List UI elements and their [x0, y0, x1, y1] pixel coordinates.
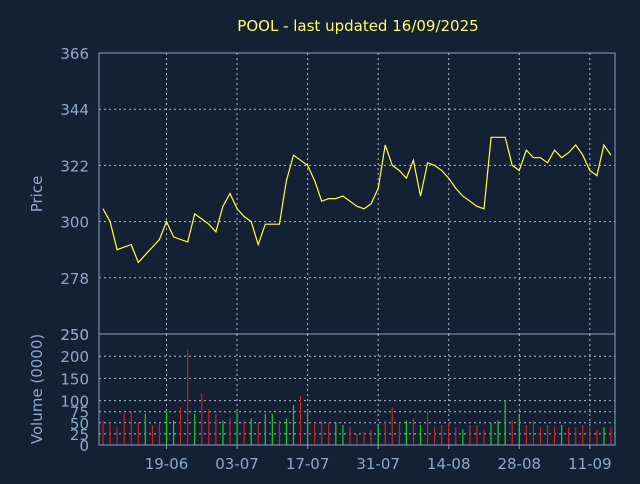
volume-tick-label-6: 200 [60, 348, 89, 366]
x-tick-label-6: 11-09 [568, 455, 612, 473]
volume-tick-label-4: 100 [60, 393, 89, 411]
volume-tick-label-1: 25 [70, 426, 89, 444]
chart-title: POOL - last updated 16/09/2025 [237, 17, 478, 35]
price-tick-label-4: 344 [60, 101, 89, 119]
volume-tick-label-2: 50 [70, 415, 89, 433]
price-tick-label-1: 278 [60, 270, 89, 288]
volume-tick-label-7: 250 [60, 326, 89, 344]
price-panel-frame [98, 52, 616, 335]
x-tick-label-3: 31-07 [356, 455, 400, 473]
price-tick-label-2: 300 [60, 214, 89, 232]
volume-tick-label-5: 150 [60, 370, 89, 388]
volume-tick-label-0: 0 [79, 437, 89, 455]
price-line [102, 136, 612, 264]
x-tick-label-1: 03-07 [215, 455, 259, 473]
price-panel: 250 278 300 322 344 366 [60, 45, 616, 344]
volume-tick-label-3: 75 [70, 404, 89, 422]
x-tick-label-5: 28-08 [497, 455, 541, 473]
price-tick-label-3: 322 [60, 157, 89, 175]
price-axis-label: Price [28, 176, 46, 213]
volume-axis-label: Volume (0000) [28, 334, 46, 444]
x-axis: 19-06 03-07 17-07 31-07 14-08 28-08 11-09 [145, 445, 612, 473]
price-tick-label-5: 366 [60, 45, 89, 63]
x-tick-label-2: 17-07 [286, 455, 330, 473]
x-tick-label-0: 19-06 [145, 455, 189, 473]
x-tick-label-4: 14-08 [427, 455, 471, 473]
price-tick-label-0: 250 [60, 326, 89, 344]
volume-panel-frame [98, 333, 616, 446]
